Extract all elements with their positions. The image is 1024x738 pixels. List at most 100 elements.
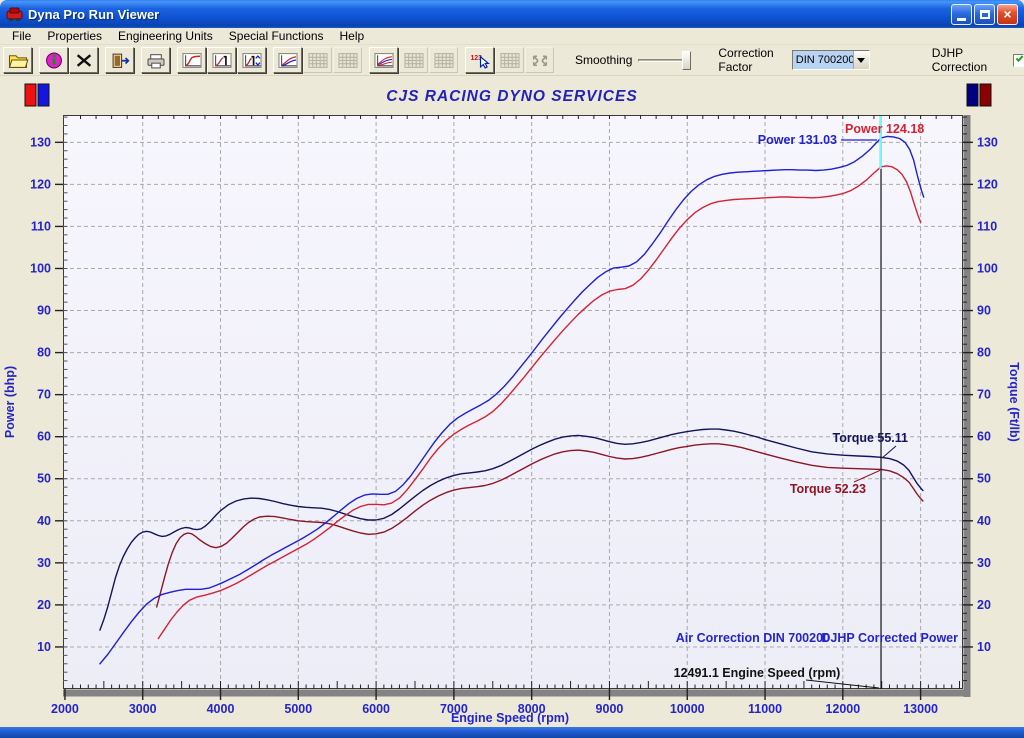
toolbar: 123 Smoothing Correction Factor DIN 7002… — [0, 45, 1024, 76]
djhp-correction-label: DJHP Correction — [931, 46, 988, 74]
torque-din-curve — [155, 443, 924, 608]
toolbar-buttons: 123 — [3, 47, 561, 73]
dyno-chart[interactable]: 2000 3000 4000 5000 6000 7000 8000 9000 10000 110… — [0, 76, 1024, 727]
exit-button[interactable] — [105, 47, 134, 73]
y-tick-label-right: 60 — [977, 430, 991, 444]
y-tick-label-left: 20 — [37, 598, 51, 612]
graph-single-icon — [181, 52, 202, 68]
smoothing-slider[interactable] — [638, 50, 692, 70]
correction-factor-select[interactable]: DIN 700200 — [791, 50, 870, 70]
menu-item-help[interactable]: Help — [339, 29, 365, 43]
chevron-down-icon — [857, 57, 866, 63]
graph-grid-button — [495, 47, 524, 73]
minimize-icon — [957, 17, 966, 21]
y-axis-title-right: Torque (Ft/lb) — [1007, 362, 1021, 442]
corrected-power-label: DJHP Corrected Power — [821, 631, 958, 645]
y-tick-label-right: 30 — [977, 556, 991, 570]
y-tick-label-left: 70 — [37, 388, 51, 402]
y-tick-label-left: 90 — [37, 304, 51, 318]
x-tick-label: 8000 — [518, 702, 546, 716]
open-folder-icon — [8, 54, 28, 68]
y-tick-label-left: 10 — [37, 640, 51, 654]
info-button[interactable] — [39, 47, 68, 73]
open-folder-button[interactable] — [3, 47, 32, 73]
graph-run-one-shift-button[interactable] — [237, 47, 266, 73]
power-djhp-value-label: Power 131.03 — [758, 133, 837, 147]
graph-run-one-shift-icon — [241, 52, 262, 68]
print-button[interactable] — [141, 47, 170, 73]
smoothing-slider-thumb[interactable] — [682, 50, 692, 70]
title-bar: Dyna Pro Run Viewer × — [0, 0, 1024, 28]
legend-torque-navy-swatch — [966, 83, 979, 107]
y-tick-label-left: 30 — [37, 556, 51, 570]
restore-icon — [979, 9, 990, 19]
print-icon — [147, 53, 164, 68]
x-tick-label: 12000 — [825, 702, 860, 716]
y-tick-label-right: 50 — [977, 472, 991, 486]
y-tick-label-left: 40 — [37, 514, 51, 528]
y-tick-label-left: 100 — [30, 261, 51, 275]
x-tick-label: 5000 — [284, 702, 312, 716]
svg-text:123: 123 — [470, 54, 482, 61]
pointer-values-button[interactable]: 123 — [465, 47, 494, 73]
y-tick-label-right: 120 — [977, 177, 998, 191]
graph-multi-button[interactable] — [369, 47, 398, 73]
app-icon — [6, 7, 23, 21]
graph-grid-button — [399, 47, 428, 73]
graph-overlay-button[interactable] — [273, 47, 302, 73]
graph-grid-icon — [499, 52, 520, 68]
graph-single-button[interactable] — [177, 47, 206, 73]
y-tick-label-left: 50 — [37, 472, 51, 486]
graph-grid-icon — [433, 52, 454, 68]
graph-run-one-button[interactable] — [207, 47, 236, 73]
menu-item-special-functions[interactable]: Special Functions — [228, 29, 324, 43]
graph-grid-icon — [403, 52, 424, 68]
info-icon — [45, 52, 62, 68]
y-tick-label-left: 80 — [37, 346, 51, 360]
djhp-correction-checkbox[interactable] — [1012, 53, 1024, 67]
zoom-extents-icon — [532, 55, 547, 66]
legend-power-red-swatch — [24, 83, 37, 107]
smoothing-control: Smoothing — [575, 50, 692, 70]
window-title: Dyna Pro Run Viewer — [28, 6, 160, 22]
y-tick-label-left: 120 — [30, 177, 51, 191]
menu-item-engineering-units[interactable]: Engineering Units — [118, 29, 213, 43]
pointer-values-icon: 123 — [470, 54, 490, 69]
graph-grid-button — [429, 47, 458, 73]
maximize-button[interactable] — [974, 3, 995, 25]
graph-overlay-icon — [277, 52, 298, 68]
air-correction-label: Air Correction DIN 700200 — [676, 631, 830, 645]
close-button[interactable]: × — [997, 3, 1018, 25]
menu-item-properties[interactable]: Properties — [47, 29, 103, 43]
exit-icon — [112, 53, 129, 68]
y-tick-label-right: 70 — [977, 388, 991, 402]
delete-icon — [76, 53, 91, 67]
graph-grid-icon — [307, 52, 328, 68]
x-tick-label: 4000 — [207, 702, 235, 716]
minimize-button[interactable] — [951, 3, 972, 25]
dropdown-arrow-button[interactable] — [852, 51, 869, 69]
x-tick-label: 9000 — [596, 702, 624, 716]
cursor-rpm-label: 12491.1 Engine Speed (rpm) — [674, 666, 841, 680]
x-tick-label: 13000 — [903, 702, 938, 716]
plot-background — [63, 115, 963, 689]
zoom-extents-button — [525, 47, 554, 73]
y-tick-label-left: 110 — [31, 219, 51, 233]
torque-din-value-label: Torque 52.23 — [790, 482, 866, 496]
power-din-value-label: Power 124.18 — [845, 122, 924, 136]
y-tick-label-right: 10 — [977, 640, 991, 654]
power-din-curve — [157, 165, 922, 640]
correction-factor-value: DIN 700200 — [792, 51, 853, 69]
x-tick-label: 10000 — [670, 702, 705, 716]
delete-button[interactable] — [69, 47, 98, 73]
chart-area: 2000 3000 4000 5000 6000 7000 8000 9000 10000 110… — [0, 76, 1024, 727]
graph-multi-icon — [373, 52, 394, 68]
correction-factor-label: Correction Factor — [718, 46, 774, 74]
torque-djhp-curve — [99, 428, 924, 631]
y-tick-label-left: 130 — [30, 135, 51, 149]
x-tick-label: 3000 — [129, 702, 157, 716]
x-tick-label: 2000 — [51, 702, 79, 716]
menu-item-file[interactable]: File — [12, 29, 32, 43]
y-tick-label-left: 60 — [37, 430, 51, 444]
